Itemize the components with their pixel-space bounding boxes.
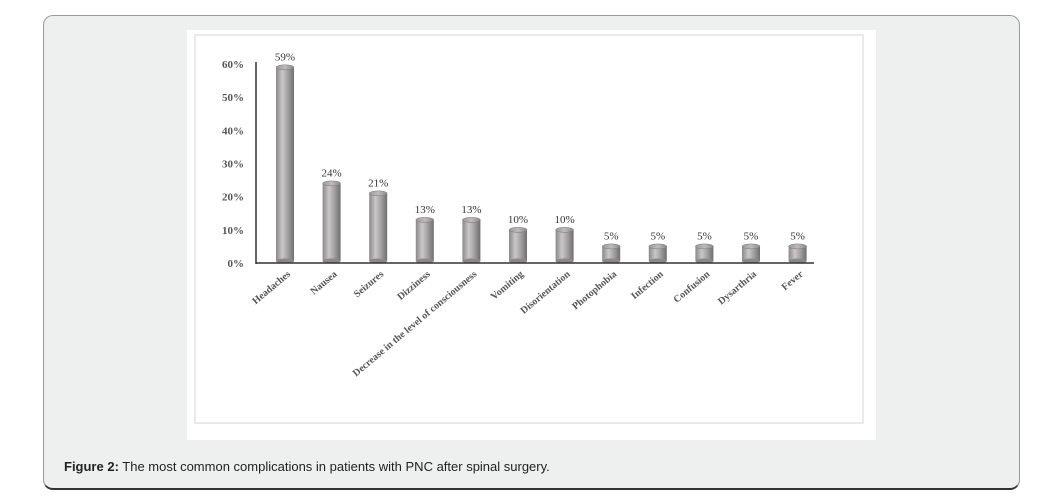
- bar-top: [368, 190, 388, 197]
- x-tick-label: Confusion: [672, 269, 713, 306]
- data-label: 10%: [555, 214, 575, 226]
- bar-top: [508, 227, 528, 233]
- bar-photophobia: [601, 243, 621, 264]
- data-label: 13%: [461, 204, 481, 216]
- bar-top: [648, 243, 668, 250]
- x-tick-label: Fever: [780, 269, 806, 293]
- y-tick-label: 50%: [222, 92, 244, 104]
- y-tick-label: 0%: [228, 258, 245, 270]
- x-tick-label: Vomiting: [489, 269, 526, 303]
- bar-body: [276, 67, 294, 261]
- bar-dizziness: [415, 217, 435, 264]
- y-tick-label: 30%: [222, 159, 244, 171]
- bar-body: [322, 183, 341, 261]
- bar-confusion: [695, 243, 714, 264]
- bar-top: [415, 217, 435, 223]
- data-label: 10%: [508, 214, 528, 226]
- bar-fever: [788, 243, 807, 264]
- data-label: 13%: [415, 204, 435, 216]
- x-tick-label: Dizziness: [395, 269, 432, 303]
- bar-body: [742, 246, 760, 261]
- bar-body: [788, 246, 807, 261]
- data-label: 5%: [650, 230, 665, 242]
- bar-body: [602, 246, 621, 261]
- bar-top: [601, 243, 621, 250]
- data-label: 5%: [744, 230, 759, 242]
- bar-body: [509, 229, 527, 261]
- y-tick-label: 20%: [222, 192, 244, 204]
- caption-label: Figure 2:: [64, 459, 119, 474]
- y-tick-label: 10%: [222, 225, 244, 237]
- bar-top: [462, 217, 481, 223]
- bar-top: [275, 64, 295, 71]
- bar-vomiting: [508, 227, 528, 264]
- y-tick-label: 40%: [222, 125, 244, 137]
- figure-image-area: 0% 10% 20% 30% 40% 50% 60% 59% 24% 21% 13% 13% 10% 1…: [187, 30, 876, 440]
- x-tick-label: Infection: [629, 269, 666, 302]
- x-tick-label: Nausea: [309, 269, 340, 297]
- bar-dysarthria: [741, 243, 761, 264]
- x-tick-label: Seizures: [352, 269, 386, 300]
- bar-top: [788, 243, 807, 250]
- bar-chart: 0% 10% 20% 30% 40% 50% 60% 59% 24% 21% 13% 13% 10% 1…: [194, 34, 864, 424]
- data-label: 5%: [604, 230, 619, 242]
- x-tick-label: Disorientation: [519, 269, 573, 317]
- x-tick-label: Dysarthria: [716, 269, 759, 307]
- bar-disorientation: [555, 227, 574, 264]
- bar-body: [695, 246, 714, 261]
- data-label: 21%: [368, 177, 388, 189]
- bar-nausea: [322, 180, 341, 264]
- bar-top: [322, 180, 341, 187]
- bar-body: [415, 219, 434, 261]
- data-label: 5%: [697, 230, 712, 242]
- x-tick-label: Headaches: [251, 269, 293, 307]
- bar-body: [369, 193, 388, 261]
- bar-seizures: [368, 190, 388, 264]
- figure-caption: Figure 2: The most common complications …: [64, 459, 550, 474]
- bar-decrease-in-the-level-of-consciousness: [462, 217, 481, 264]
- data-label: 5%: [790, 230, 805, 242]
- y-tick-label: 60%: [222, 59, 244, 71]
- bar-infection: [648, 243, 668, 264]
- bar-body: [462, 219, 481, 261]
- bar-body: [555, 229, 574, 261]
- bar-headaches: [275, 64, 295, 264]
- bar-top: [695, 243, 714, 250]
- data-label: 24%: [322, 167, 342, 179]
- bar-top: [741, 243, 761, 250]
- x-tick-label: Photophobia: [570, 269, 619, 312]
- data-label: 59%: [275, 51, 295, 63]
- bar-body: [648, 246, 667, 261]
- plot-frame: [194, 34, 864, 424]
- caption-text: The most common complications in patient…: [118, 459, 550, 474]
- bar-top: [555, 227, 574, 233]
